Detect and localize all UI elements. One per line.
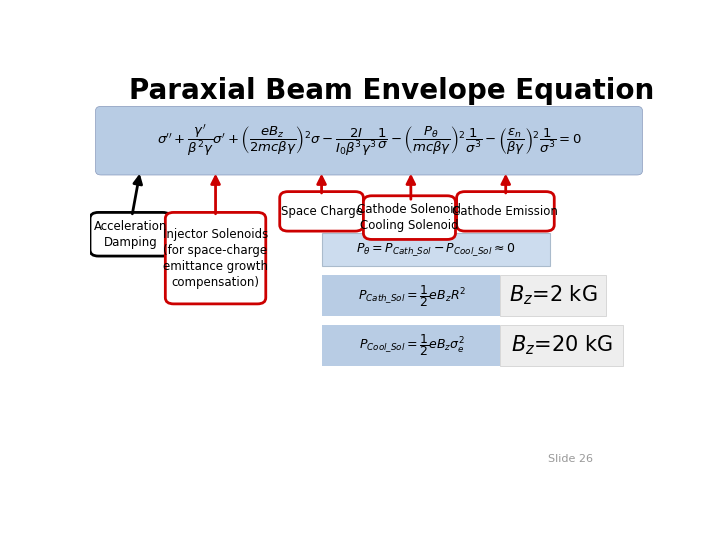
FancyBboxPatch shape [322, 275, 500, 316]
FancyBboxPatch shape [500, 325, 623, 366]
Text: Cathode Emission: Cathode Emission [452, 205, 559, 218]
Text: $P_{Cool\_Sol} = \dfrac{1}{2}eB_z\sigma_e^2$: $P_{Cool\_Sol} = \dfrac{1}{2}eB_z\sigma_… [359, 333, 465, 359]
Text: Cathode Solenoid
Cooling Solenoid: Cathode Solenoid Cooling Solenoid [357, 203, 462, 232]
FancyBboxPatch shape [322, 233, 550, 266]
Text: $B_z$=20 kG: $B_z$=20 kG [510, 334, 613, 357]
Text: $B_z$=2 kG: $B_z$=2 kG [509, 284, 598, 307]
FancyBboxPatch shape [456, 192, 554, 231]
FancyBboxPatch shape [166, 212, 266, 304]
Text: $P_\theta = P_{Cath\_Sol} - P_{Cool\_Sol} \approx 0$: $P_\theta = P_{Cath\_Sol} - P_{Cool\_Sol… [356, 241, 516, 258]
Text: Injector Solenoids
(for space-charge
emittance growth
compensation): Injector Solenoids (for space-charge emi… [163, 228, 268, 289]
Text: Slide 26: Slide 26 [547, 454, 593, 464]
Text: Acceleration
Damping: Acceleration Damping [94, 220, 167, 249]
FancyBboxPatch shape [279, 192, 364, 231]
Text: $\sigma''+\dfrac{\gamma'}{\beta^2\gamma}\sigma'+\left(\dfrac{eB_z}{2mc\beta\gamm: $\sigma''+\dfrac{\gamma'}{\beta^2\gamma}… [156, 123, 582, 158]
FancyBboxPatch shape [364, 196, 456, 239]
Text: Paraxial Beam Envelope Equation: Paraxial Beam Envelope Equation [129, 77, 654, 105]
FancyBboxPatch shape [322, 325, 500, 366]
FancyBboxPatch shape [90, 212, 171, 256]
Text: $P_{Cath\_Sol} = \dfrac{1}{2}eB_zR^2$: $P_{Cath\_Sol} = \dfrac{1}{2}eB_zR^2$ [358, 282, 466, 308]
FancyBboxPatch shape [96, 106, 642, 175]
FancyBboxPatch shape [500, 275, 606, 316]
Text: Space Charge: Space Charge [281, 205, 363, 218]
